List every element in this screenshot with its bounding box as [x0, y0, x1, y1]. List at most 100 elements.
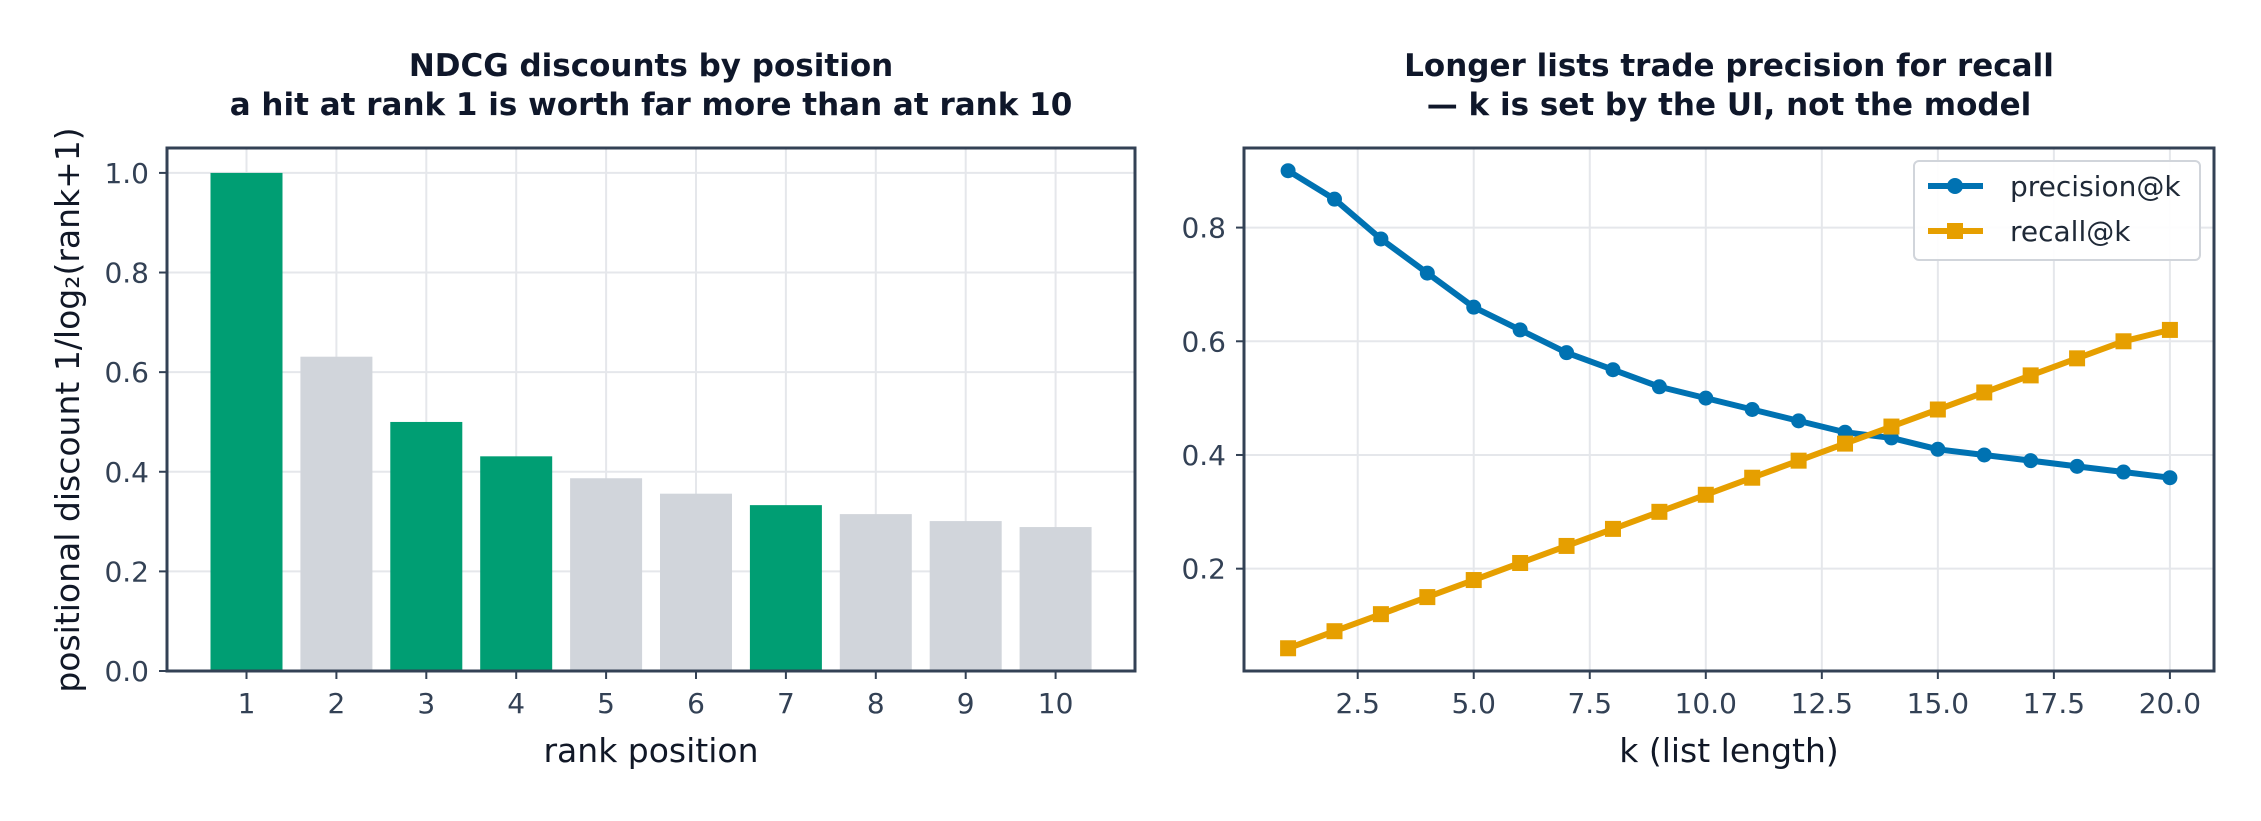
bar-chart-ticks: 0.0 0.2 0.4 0.6 0.8 1.0 1 2 3 4 5 6 7 8 9 10	[104, 157, 1073, 720]
line-chart-series	[1280, 163, 2178, 657]
line-chart-y-tick-label: 0.4	[1181, 439, 1226, 472]
line-chart: Longer lists trade precision for recall …	[1181, 48, 2216, 770]
bar-chart-bars	[210, 172, 1092, 671]
precision-point	[1559, 345, 1575, 361]
line-chart-x-tick-label: 7.5	[1567, 687, 1612, 720]
precision-point	[1930, 441, 1946, 457]
precision-point	[1791, 413, 1807, 429]
bar-chart-x-tick-label: 2	[327, 687, 345, 720]
line-chart-x-tick-label: 15.0	[1907, 687, 1969, 720]
precision-point	[2069, 458, 2085, 474]
bar-chart-x-tick-label: 7	[777, 687, 795, 720]
bar-chart: NDCG discounts by position a hit at rank…	[48, 48, 1137, 770]
bar-chart-x-tick-label: 1	[238, 687, 256, 720]
bar	[749, 505, 822, 671]
line-chart-frame	[1242, 146, 2216, 673]
line-chart-title: Longer lists trade precision for recall	[1404, 48, 2054, 84]
legend-label-recall: recall@k	[2010, 215, 2131, 248]
bar-chart-title: NDCG discounts by position	[409, 48, 893, 84]
line-chart-x-tick-label: 17.5	[2023, 687, 2085, 720]
bar	[570, 478, 643, 671]
bar	[839, 514, 912, 671]
bar	[210, 172, 283, 671]
bar	[1019, 527, 1092, 671]
bar-chart-x-tick-label: 10	[1038, 687, 1074, 720]
bar	[390, 421, 463, 671]
line-chart-x-tick-label: 5.0	[1451, 687, 1496, 720]
bar-chart-y-tick-label: 0.0	[104, 655, 149, 688]
line-chart-y-tick-label: 0.8	[1181, 212, 1226, 245]
recall-point	[1790, 452, 1807, 469]
line-chart-legend: precision@k recall@k	[1913, 160, 2201, 261]
bar-chart-y-tick-label: 0.8	[104, 257, 149, 290]
precision-point	[1280, 163, 1296, 179]
bar-chart-x-tick-label: 5	[597, 687, 615, 720]
precision-point	[1512, 322, 1528, 338]
recall-point	[2161, 321, 2178, 338]
recall-point	[2115, 333, 2132, 350]
legend-marker-recall	[1947, 223, 1963, 239]
recall-point	[1883, 418, 1900, 435]
precision-point	[2023, 453, 2039, 469]
precision-series-line	[1285, 167, 2173, 481]
recall-point	[1372, 606, 1389, 623]
legend-box	[1913, 160, 2201, 261]
line-chart-grid	[1244, 148, 2214, 671]
line-chart-ticks: 2.5 5.0 7.5 10.0 12.5 15.0 17.5 20.0 0.2 0.4 0.6 0.…	[1181, 212, 2201, 720]
bar-chart-subtitle: a hit at rank 1 is worth far more than a…	[230, 87, 1073, 123]
recall-point	[1837, 435, 1854, 452]
bar-chart-y-tick-label: 0.6	[104, 356, 149, 389]
bar-chart-x-tick-label: 3	[417, 687, 435, 720]
precision-point	[2162, 470, 2178, 486]
legend-label-precision: precision@k	[2010, 170, 2181, 203]
precision-point	[1651, 379, 1667, 395]
recall-point	[1280, 640, 1297, 657]
bar-chart-x-tick-label: 9	[957, 687, 975, 720]
bar-chart-x-tick-label: 8	[867, 687, 885, 720]
bar-chart-y-axis-label: positional discount 1/log₂(rank+1)	[48, 127, 87, 692]
precision-point	[1744, 402, 1760, 417]
bar-chart-x-tick-label: 6	[687, 687, 705, 720]
bar-chart-frame	[165, 146, 1137, 673]
precision-point	[1698, 390, 1714, 406]
recall-point	[1651, 503, 1668, 520]
legend-marker-precision	[1947, 178, 1963, 194]
bar-chart-y-tick-label: 0.4	[104, 456, 149, 489]
recall-point	[2022, 367, 2039, 384]
line-chart-y-tick-label: 0.2	[1181, 553, 1226, 586]
bar-chart-y-tick-label: 1.0	[104, 157, 149, 190]
recall-point	[1465, 572, 1482, 589]
line-chart-x-tick-label: 12.5	[1791, 687, 1853, 720]
recall-point	[1976, 384, 1993, 401]
line-chart-x-axis-label: k (list length)	[1619, 731, 1839, 770]
bar-chart-x-axis-label: rank position	[543, 731, 758, 770]
precision-point	[1327, 191, 1343, 207]
precision-point	[1466, 299, 1482, 315]
recall-point	[1697, 486, 1714, 503]
recall-point	[1512, 554, 1529, 571]
recall-point	[1558, 537, 1575, 554]
bar	[480, 456, 553, 671]
bar-chart-x-tick-label: 4	[507, 687, 525, 720]
recall-point	[1929, 401, 1946, 418]
bar-chart-y-tick-label: 0.2	[104, 555, 149, 588]
precision-point	[2115, 464, 2131, 480]
bar	[660, 493, 732, 671]
precision-point	[1373, 231, 1389, 247]
recall-point	[1326, 623, 1343, 640]
line-chart-y-tick-label: 0.6	[1181, 325, 1226, 358]
bar	[300, 356, 373, 671]
line-chart-x-tick-label: 20.0	[2139, 687, 2201, 720]
recall-point	[1419, 589, 1436, 606]
precision-point	[1976, 447, 1992, 463]
recall-point	[1744, 469, 1761, 486]
precision-point	[1605, 362, 1621, 378]
line-chart-subtitle: — k is set by the UI, not the model	[1427, 87, 2031, 123]
precision-point	[1419, 265, 1435, 281]
recall-point	[2069, 350, 2086, 367]
recall-point	[1604, 520, 1621, 537]
line-chart-x-tick-label: 10.0	[1675, 687, 1737, 720]
bar	[929, 521, 1002, 671]
